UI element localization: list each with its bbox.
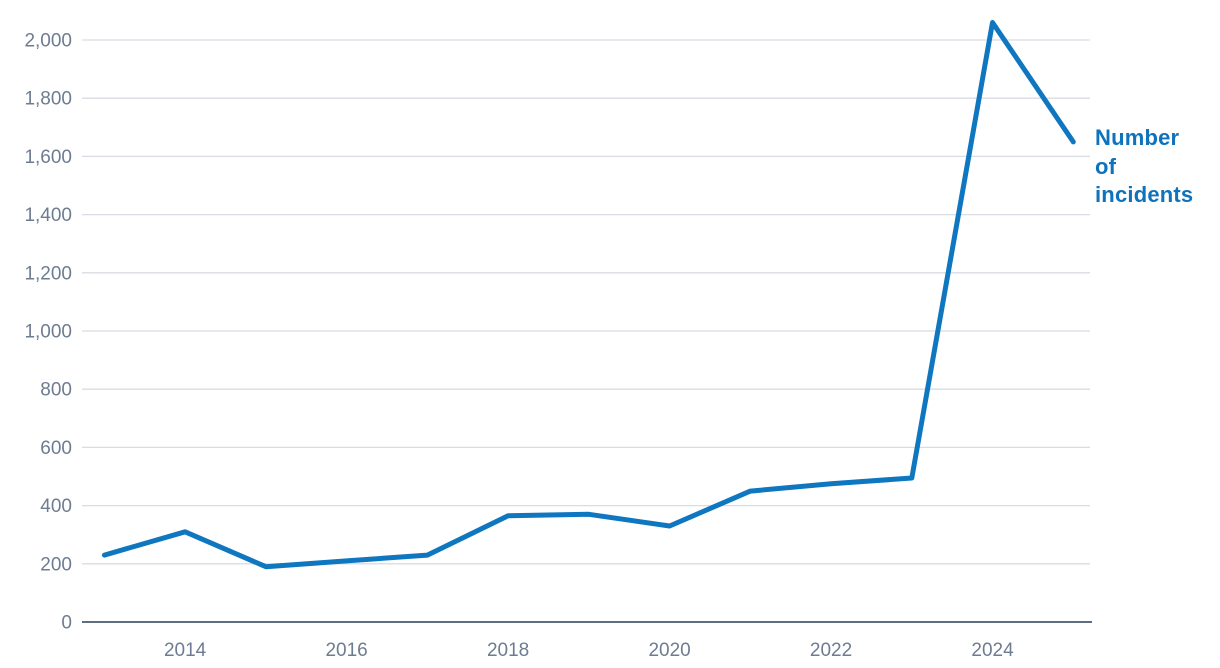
y-tick-label: 1,600 [24, 147, 72, 168]
y-tick-label: 2,000 [24, 31, 72, 52]
y-tick-label: 0 [61, 613, 72, 634]
x-tick-label: 2024 [971, 640, 1014, 661]
y-tick-label: 1,200 [24, 263, 72, 284]
y-tick-label: 200 [40, 554, 72, 575]
x-tick-label: 2014 [164, 640, 207, 661]
y-tick-label: 1,000 [24, 322, 72, 343]
x-tick-label: 2016 [325, 640, 367, 661]
series-label: Number of incidents [1095, 125, 1194, 208]
incidents-line [101, 20, 1076, 570]
x-tick-label: 2022 [810, 640, 852, 661]
x-tick-label: 2018 [487, 640, 529, 661]
y-tick-label: 800 [40, 380, 72, 401]
x-tick-label: 2020 [648, 640, 690, 661]
y-tick-label: 400 [40, 496, 72, 517]
y-tick-label: 600 [40, 438, 72, 459]
y-tick-label: 1,400 [24, 205, 72, 226]
y-tick-label: 1,800 [24, 89, 72, 110]
